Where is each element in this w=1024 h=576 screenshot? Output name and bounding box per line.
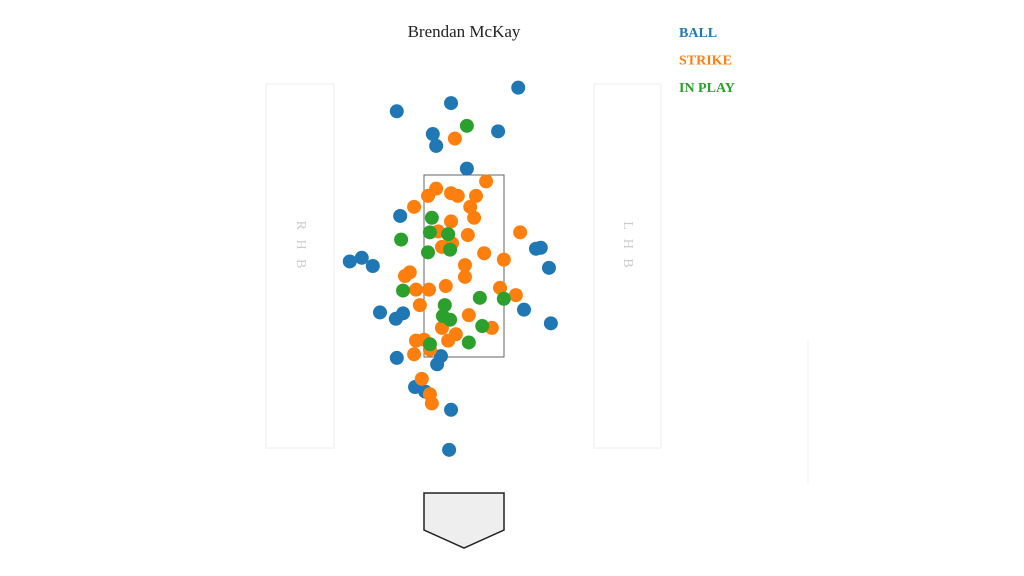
pitch bbox=[373, 305, 387, 320]
pitch bbox=[421, 188, 435, 203]
pitch bbox=[457, 269, 472, 284]
batter-box-label: L H B bbox=[620, 221, 635, 270]
batter-box-label: R H B bbox=[293, 221, 308, 272]
pitch bbox=[407, 199, 422, 214]
legend-label: STRIKE bbox=[679, 54, 732, 69]
pitch bbox=[496, 252, 511, 267]
legend-label: BALL bbox=[679, 26, 717, 41]
pitch bbox=[354, 250, 369, 265]
pitch bbox=[414, 371, 429, 386]
pitch bbox=[443, 312, 458, 327]
pitch bbox=[517, 302, 531, 317]
batter-box bbox=[593, 83, 662, 449]
pitch bbox=[441, 227, 456, 242]
legend-label: IN PLAY bbox=[679, 81, 735, 96]
pitch bbox=[461, 308, 476, 323]
pitch bbox=[389, 104, 404, 119]
pitch bbox=[421, 282, 436, 297]
home-plate bbox=[423, 492, 505, 549]
pitch bbox=[425, 127, 440, 142]
pitch bbox=[491, 124, 506, 139]
pitch bbox=[541, 260, 556, 275]
pitch bbox=[511, 80, 526, 95]
pitch bbox=[477, 246, 492, 261]
pitch bbox=[444, 402, 459, 417]
pitch bbox=[407, 347, 422, 362]
pitch bbox=[469, 188, 483, 203]
pitch bbox=[460, 228, 475, 243]
pitch bbox=[443, 242, 458, 257]
pitch bbox=[457, 258, 472, 273]
pitch bbox=[424, 396, 439, 411]
pitch bbox=[463, 199, 478, 214]
chart-title: Brendan McKay bbox=[408, 22, 521, 41]
pitch bbox=[393, 208, 408, 223]
pitch bbox=[450, 188, 465, 203]
pitch bbox=[409, 282, 423, 297]
pitch bbox=[459, 118, 474, 133]
pitch bbox=[342, 254, 357, 269]
pitch bbox=[508, 288, 523, 303]
pitch bbox=[533, 240, 548, 255]
pitch bbox=[467, 210, 482, 225]
pitch bbox=[444, 214, 459, 229]
pitch bbox=[493, 280, 507, 295]
pitch bbox=[475, 319, 490, 334]
pitch bbox=[447, 131, 462, 146]
pitch bbox=[394, 232, 409, 247]
pitch bbox=[422, 225, 437, 240]
pitch bbox=[543, 316, 558, 331]
pitch bbox=[421, 245, 435, 260]
pitch bbox=[513, 225, 528, 240]
pitch bbox=[472, 290, 487, 305]
pitch bbox=[496, 291, 511, 306]
pitch bbox=[444, 96, 459, 111]
pitch bbox=[396, 283, 411, 298]
pitch bbox=[365, 259, 380, 273]
pitch bbox=[437, 298, 452, 313]
pitch bbox=[442, 442, 457, 457]
pitch bbox=[430, 357, 445, 372]
pitch bbox=[461, 335, 476, 350]
pitch bbox=[459, 161, 474, 176]
pitch bbox=[412, 298, 427, 313]
pitch bbox=[424, 210, 439, 225]
pitch bbox=[389, 350, 404, 365]
batter-box bbox=[265, 83, 335, 449]
pitch bbox=[396, 306, 411, 321]
pitch bbox=[429, 138, 444, 153]
pitch bbox=[438, 279, 453, 294]
pitch bbox=[479, 174, 494, 189]
pitch bbox=[397, 269, 412, 284]
pitch bbox=[441, 333, 456, 348]
pitch bbox=[422, 337, 437, 352]
